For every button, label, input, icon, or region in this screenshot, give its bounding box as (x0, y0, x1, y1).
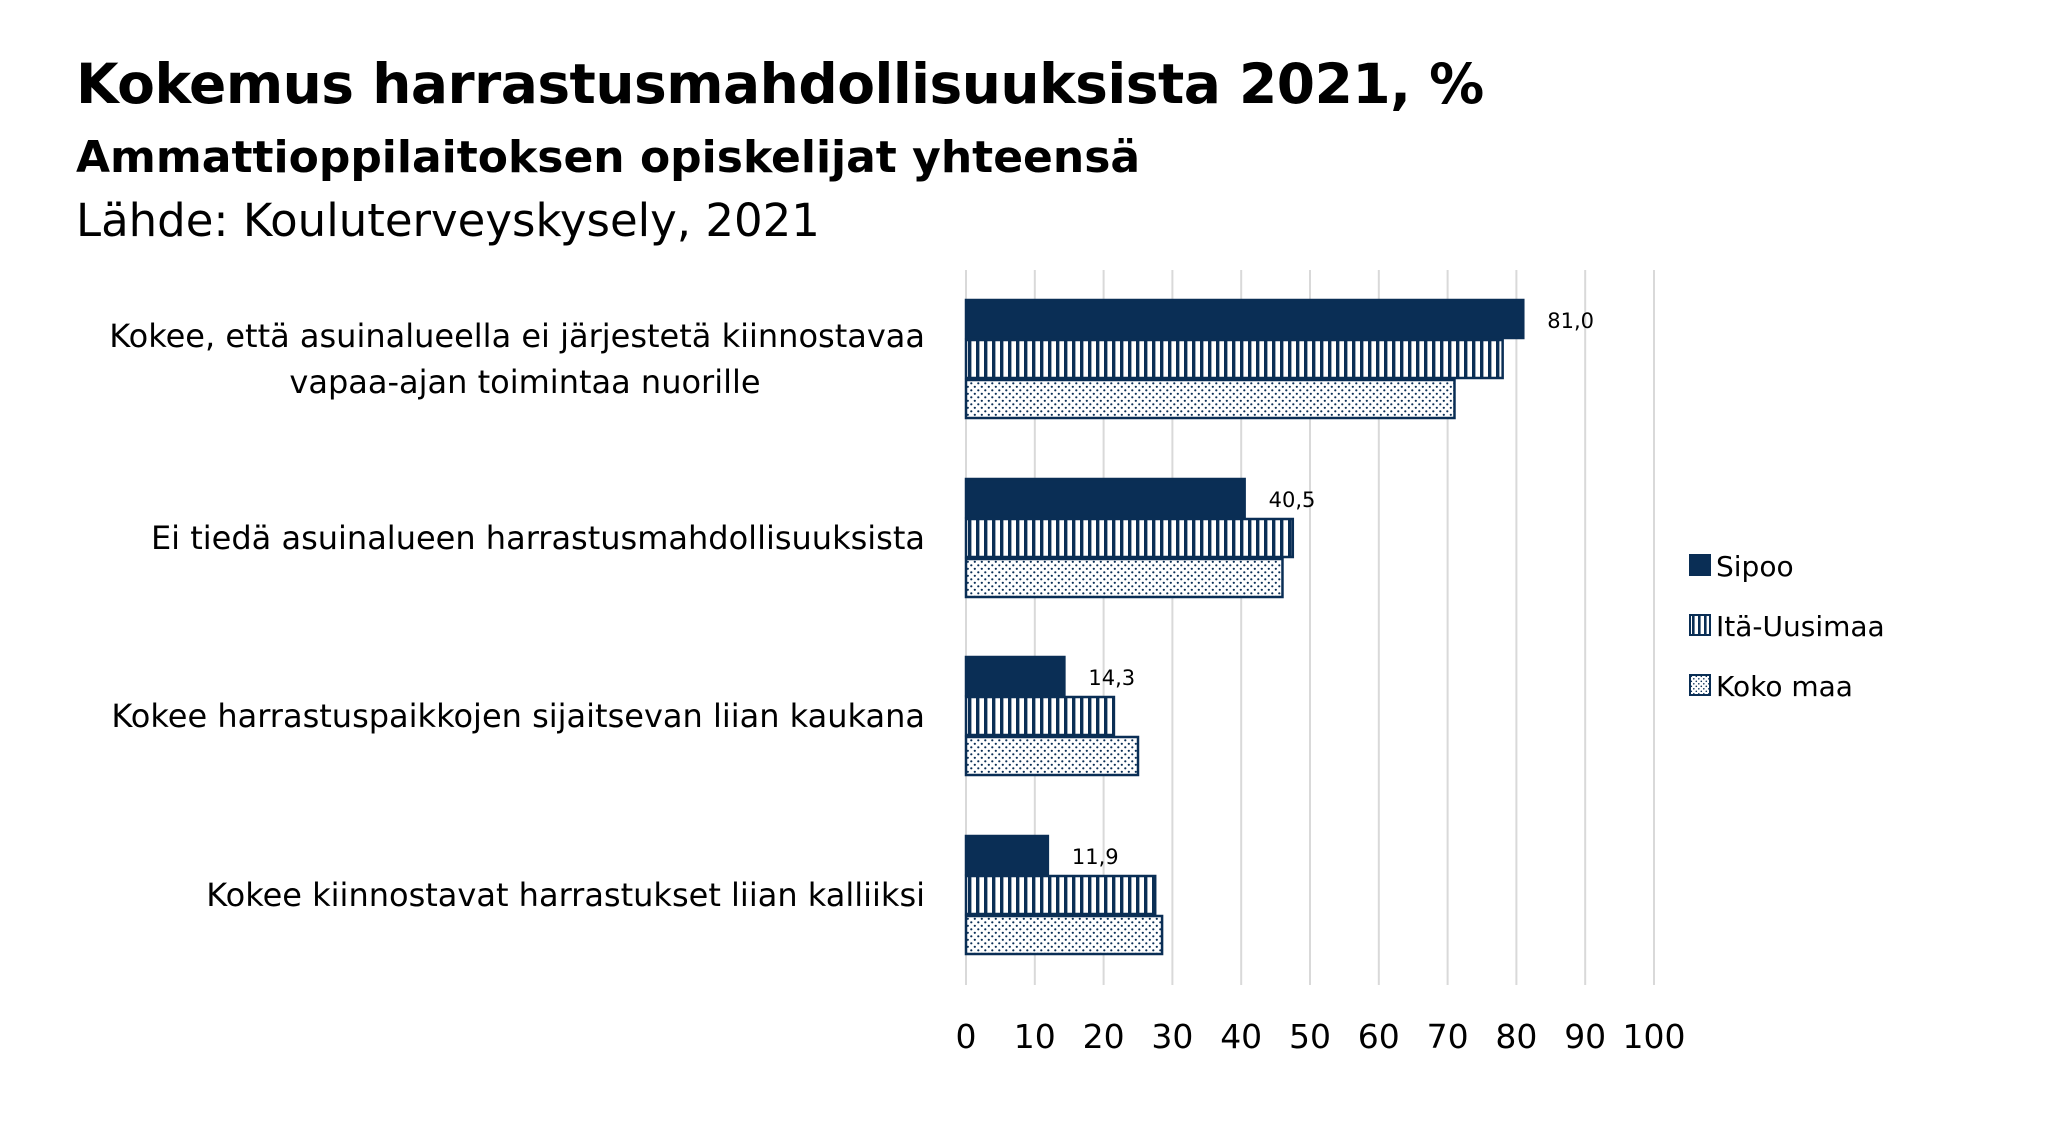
category-label: Kokee kiinnostavat harrastukset liian ka… (206, 876, 925, 914)
x-tick-label: 40 (1220, 1017, 1262, 1056)
bar-koko-maa (964, 557, 1284, 599)
bar-koko-maa (964, 378, 1456, 420)
chart-title: Kokemus harrastusmahdollisuuksista 2021,… (76, 52, 1484, 116)
legend-label: Itä-Uusimaa (1716, 610, 1885, 643)
data-label: 81,0 (1547, 309, 1594, 333)
bar-koko-maa (964, 735, 1140, 777)
bar-it-uusimaa (964, 695, 1116, 737)
category-label: Kokee, että asuinalueella ei järjestetä … (109, 317, 925, 401)
legend-label: Sipoo (1716, 550, 1794, 583)
bars (964, 298, 1525, 956)
x-tick-label: 20 (1083, 1017, 1125, 1056)
chart-source: Lähde: Kouluterveyskysely, 2021 (76, 194, 820, 247)
labels: 0 10 20 30 40 50 60 70 80 90 100 81,0 Kokee, että as… (109, 309, 1685, 1056)
x-tick-label: 0 (956, 1017, 977, 1056)
legend-swatch (1689, 614, 1711, 636)
data-label: 14,3 (1088, 666, 1135, 690)
bar-koko-maa (964, 914, 1164, 956)
bar-it-uusimaa (964, 874, 1157, 916)
x-tick-label: 50 (1289, 1017, 1331, 1056)
bar-sipoo (964, 655, 1066, 697)
x-tick-label: 90 (1564, 1017, 1606, 1056)
legend-label: Koko maa (1716, 670, 1853, 703)
data-label: 40,5 (1269, 488, 1316, 512)
legend-swatch (1689, 554, 1711, 576)
bar-sipoo (964, 298, 1525, 340)
bar-sipoo (964, 477, 1246, 519)
x-tick-label: 30 (1151, 1017, 1193, 1056)
bar-it-uusimaa (964, 338, 1504, 380)
category-label: Ei tiedä asuinalueen harrastusmahdollisu… (151, 519, 925, 557)
x-tick-label: 100 (1623, 1017, 1686, 1056)
x-tick-label: 70 (1427, 1017, 1469, 1056)
legend-swatch (1689, 674, 1711, 696)
data-label: 11,9 (1072, 845, 1119, 869)
x-tick-label: 60 (1358, 1017, 1400, 1056)
chart-subtitle: Ammattioppilaitoksen opiskelijat yhteens… (76, 132, 1141, 183)
bar-it-uusimaa (964, 517, 1295, 559)
category-label: Kokee harrastuspaikkojen sijaitsevan lii… (111, 697, 925, 735)
bar-sipoo (964, 834, 1050, 876)
legend: Sipoo Itä-Uusimaa Koko maa (1689, 550, 1885, 703)
x-tick-label: 10 (1014, 1017, 1056, 1056)
x-tick-label: 80 (1495, 1017, 1537, 1056)
